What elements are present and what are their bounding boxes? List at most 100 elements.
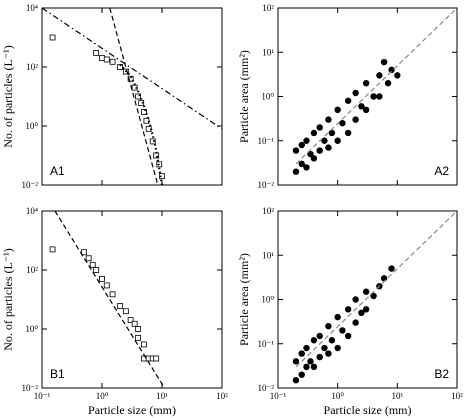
- data-point: [303, 344, 310, 352]
- panel: 10⁻² 10⁰ 10² 10⁴ No. of particles (L⁻¹) A1: [1, 3, 223, 190]
- y-tick-label: 10⁰: [25, 324, 38, 334]
- data-point: [292, 168, 300, 175]
- data-point: [141, 109, 147, 115]
- y-axis-label: Particle area (mm²): [237, 50, 251, 143]
- data-point: [316, 353, 323, 361]
- data-point: [328, 337, 336, 344]
- data-point: [103, 282, 110, 289]
- data-point: [321, 344, 328, 352]
- data-point: [135, 334, 142, 341]
- data-point: [310, 363, 318, 371]
- data-point: [370, 292, 377, 300]
- plot-area: [49, 211, 166, 388]
- data-point: [117, 64, 123, 70]
- data-point: [384, 79, 392, 87]
- data-point: [380, 275, 388, 282]
- data-point: [339, 327, 346, 334]
- data-point: [109, 58, 116, 65]
- y-axis-label: Particle area (mm²): [237, 253, 251, 346]
- data-point: [316, 124, 323, 131]
- data-point: [292, 358, 300, 365]
- data-point: [358, 309, 365, 317]
- data-point: [122, 308, 129, 315]
- panel-label: A1: [50, 164, 65, 178]
- data-point: [117, 303, 123, 309]
- data-point: [307, 358, 314, 365]
- y-tick-label: 10⁰: [261, 295, 274, 305]
- y-tick-label: 10¹: [262, 250, 274, 260]
- fit-line: [109, 8, 159, 185]
- x-axis-label: Particle size (mm): [88, 403, 176, 417]
- panel-label: A2: [434, 164, 449, 178]
- data-point: [394, 72, 401, 79]
- x-tick-label: 10¹: [156, 391, 168, 401]
- x-axis-label: Particle size (mm): [324, 403, 412, 417]
- data-point: [362, 288, 370, 295]
- x-tick-label: 10¹: [391, 391, 403, 401]
- data-point: [325, 350, 332, 357]
- data-point: [376, 72, 383, 79]
- data-point: [352, 116, 359, 123]
- data-point: [388, 265, 395, 272]
- x-tick-label: 10²: [216, 391, 228, 401]
- data-point: [93, 267, 100, 273]
- y-tick-label: 10⁻¹: [258, 136, 275, 146]
- data-point: [292, 147, 300, 154]
- y-tick-label: 10⁴: [26, 3, 38, 13]
- data-point: [334, 313, 341, 321]
- data-point: [352, 89, 359, 97]
- x-tick-label: 10²: [451, 391, 463, 401]
- data-point: [81, 249, 87, 256]
- data-point: [325, 144, 332, 151]
- data-point: [328, 129, 336, 137]
- data-point: [99, 275, 105, 282]
- x-tick-label: 10⁻¹: [270, 391, 287, 401]
- data-point: [85, 255, 92, 262]
- data-point: [49, 246, 56, 253]
- data-point: [321, 137, 328, 144]
- data-point: [135, 326, 142, 332]
- data-point: [334, 106, 341, 114]
- y-tick-label: 10⁴: [26, 206, 38, 216]
- data-point: [334, 344, 341, 352]
- data-point: [310, 129, 318, 137]
- plot-frame: [41, 7, 223, 186]
- data-point: [316, 147, 323, 154]
- data-point: [153, 355, 160, 362]
- data-point: [303, 164, 310, 171]
- data-point: [362, 79, 370, 87]
- fit-line: [295, 211, 457, 368]
- panel: 10⁻² 10⁻¹ 10⁰ 10¹ 10² Particle area (mm²) A2: [237, 3, 458, 190]
- y-tick-label: 10²: [262, 3, 274, 13]
- data-point: [303, 137, 310, 144]
- data-point: [362, 306, 370, 313]
- y-tick-label: 10²: [26, 265, 38, 275]
- data-point: [49, 34, 56, 41]
- data-point: [93, 50, 100, 56]
- data-point: [370, 93, 377, 100]
- data-point: [99, 55, 105, 62]
- data-point: [303, 363, 310, 371]
- data-point: [131, 320, 138, 327]
- data-point: [316, 332, 323, 340]
- data-point: [127, 75, 134, 82]
- y-tick-label: 10⁻²: [22, 180, 39, 190]
- data-point: [298, 350, 305, 357]
- data-point: [103, 56, 110, 63]
- y-tick-label: 10⁰: [261, 92, 274, 102]
- data-point: [352, 319, 359, 326]
- data-point: [388, 66, 395, 74]
- data-point: [344, 129, 352, 137]
- data-point: [352, 296, 359, 303]
- fit-line: [54, 211, 166, 388]
- data-point: [334, 137, 341, 144]
- plot-area: [42, 8, 222, 185]
- y-tick-label: 10⁰: [25, 121, 38, 131]
- plot-area: [292, 8, 457, 175]
- fit-line: [42, 8, 222, 130]
- panel-label: B2: [434, 367, 449, 381]
- fit-line: [295, 8, 457, 165]
- data-point: [339, 119, 346, 127]
